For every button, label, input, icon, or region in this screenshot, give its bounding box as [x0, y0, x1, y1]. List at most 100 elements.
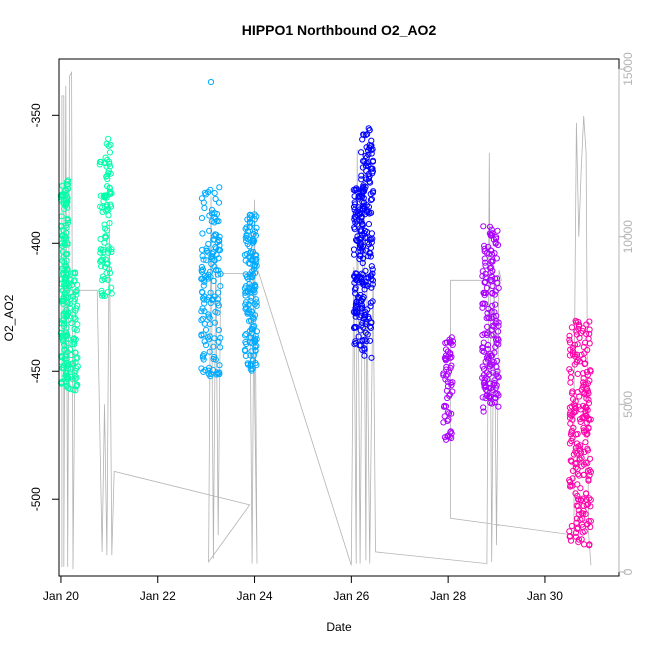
data-point — [251, 282, 258, 289]
data-point — [242, 289, 249, 296]
data-point — [249, 314, 257, 321]
data-point — [64, 382, 71, 389]
data-point — [585, 476, 592, 483]
data-point — [60, 297, 67, 304]
data-point — [74, 381, 81, 388]
data-point — [59, 257, 66, 264]
data-point — [369, 298, 376, 305]
data-point — [580, 471, 588, 478]
data-point — [104, 260, 111, 267]
data-point — [580, 343, 587, 351]
data-point — [495, 328, 502, 335]
data-point — [244, 228, 252, 235]
data-point — [97, 249, 104, 256]
data-point — [105, 135, 112, 142]
data-point — [361, 352, 368, 359]
data-point — [575, 318, 582, 326]
data-point — [580, 375, 587, 382]
data-point — [443, 366, 450, 373]
data-point — [583, 413, 590, 420]
data-point — [64, 272, 71, 279]
data-point — [586, 326, 593, 333]
data-point — [65, 177, 72, 184]
data-point — [576, 445, 584, 452]
data-point — [97, 236, 104, 243]
data-point — [206, 227, 213, 234]
data-point — [248, 287, 255, 294]
data-point — [216, 247, 223, 254]
data-point — [205, 311, 212, 318]
data-point — [205, 367, 212, 374]
data-point — [62, 187, 69, 194]
data-point — [215, 218, 222, 225]
data-point — [71, 269, 79, 276]
data-point — [567, 457, 575, 464]
data-point — [198, 308, 205, 315]
data-point — [368, 147, 375, 154]
data-point — [480, 372, 487, 379]
data-point — [202, 341, 210, 349]
data-point — [106, 149, 114, 156]
data-point — [368, 150, 375, 157]
data-point — [574, 525, 581, 533]
data-point — [210, 343, 217, 350]
data-point — [583, 419, 590, 426]
data-point — [352, 219, 359, 226]
data-point — [581, 541, 588, 548]
data-point — [62, 235, 69, 242]
data-point — [252, 259, 259, 266]
data-point — [199, 230, 206, 237]
data-point — [353, 298, 360, 305]
data-point — [364, 306, 371, 313]
data-point — [253, 302, 260, 309]
data-point — [367, 250, 374, 257]
data-point — [63, 383, 70, 390]
data-point — [486, 385, 493, 392]
data-point — [483, 315, 490, 322]
data-point — [356, 273, 363, 280]
data-point — [582, 459, 589, 466]
data-point — [487, 380, 494, 387]
data-point — [359, 278, 366, 285]
data-point — [205, 294, 213, 301]
data-point — [444, 409, 451, 416]
data-point — [199, 288, 206, 295]
data-point — [494, 227, 501, 234]
data-point — [587, 523, 594, 531]
data-point — [370, 188, 377, 195]
data-point — [248, 325, 255, 333]
data-point — [216, 184, 223, 191]
x-tick-label: Jan 22 — [140, 589, 176, 603]
data-point — [71, 277, 78, 284]
data-point — [364, 239, 371, 246]
data-point — [213, 266, 220, 273]
data-point — [62, 251, 69, 258]
data-point — [578, 463, 585, 470]
data-point — [443, 372, 450, 379]
data-point — [250, 237, 258, 244]
data-point — [215, 327, 222, 334]
data-point — [363, 338, 370, 345]
data-point — [482, 290, 489, 297]
data-point — [494, 279, 501, 286]
data-point — [367, 197, 374, 204]
data-point — [587, 416, 594, 423]
data-point — [363, 281, 370, 288]
data-point — [97, 203, 104, 210]
data-point — [494, 357, 501, 365]
data-point — [59, 191, 66, 198]
data-point — [583, 490, 590, 497]
data-point — [566, 339, 574, 346]
data-point — [212, 308, 219, 315]
data-point — [359, 346, 366, 354]
data-point — [200, 199, 207, 206]
data-point — [572, 408, 579, 415]
data-point — [570, 348, 577, 355]
data-point — [61, 342, 68, 349]
data-point — [359, 302, 366, 309]
data-point — [200, 282, 207, 289]
data-point — [356, 255, 363, 262]
data-point — [214, 370, 221, 377]
data-point — [199, 354, 206, 361]
data-point — [483, 249, 490, 256]
